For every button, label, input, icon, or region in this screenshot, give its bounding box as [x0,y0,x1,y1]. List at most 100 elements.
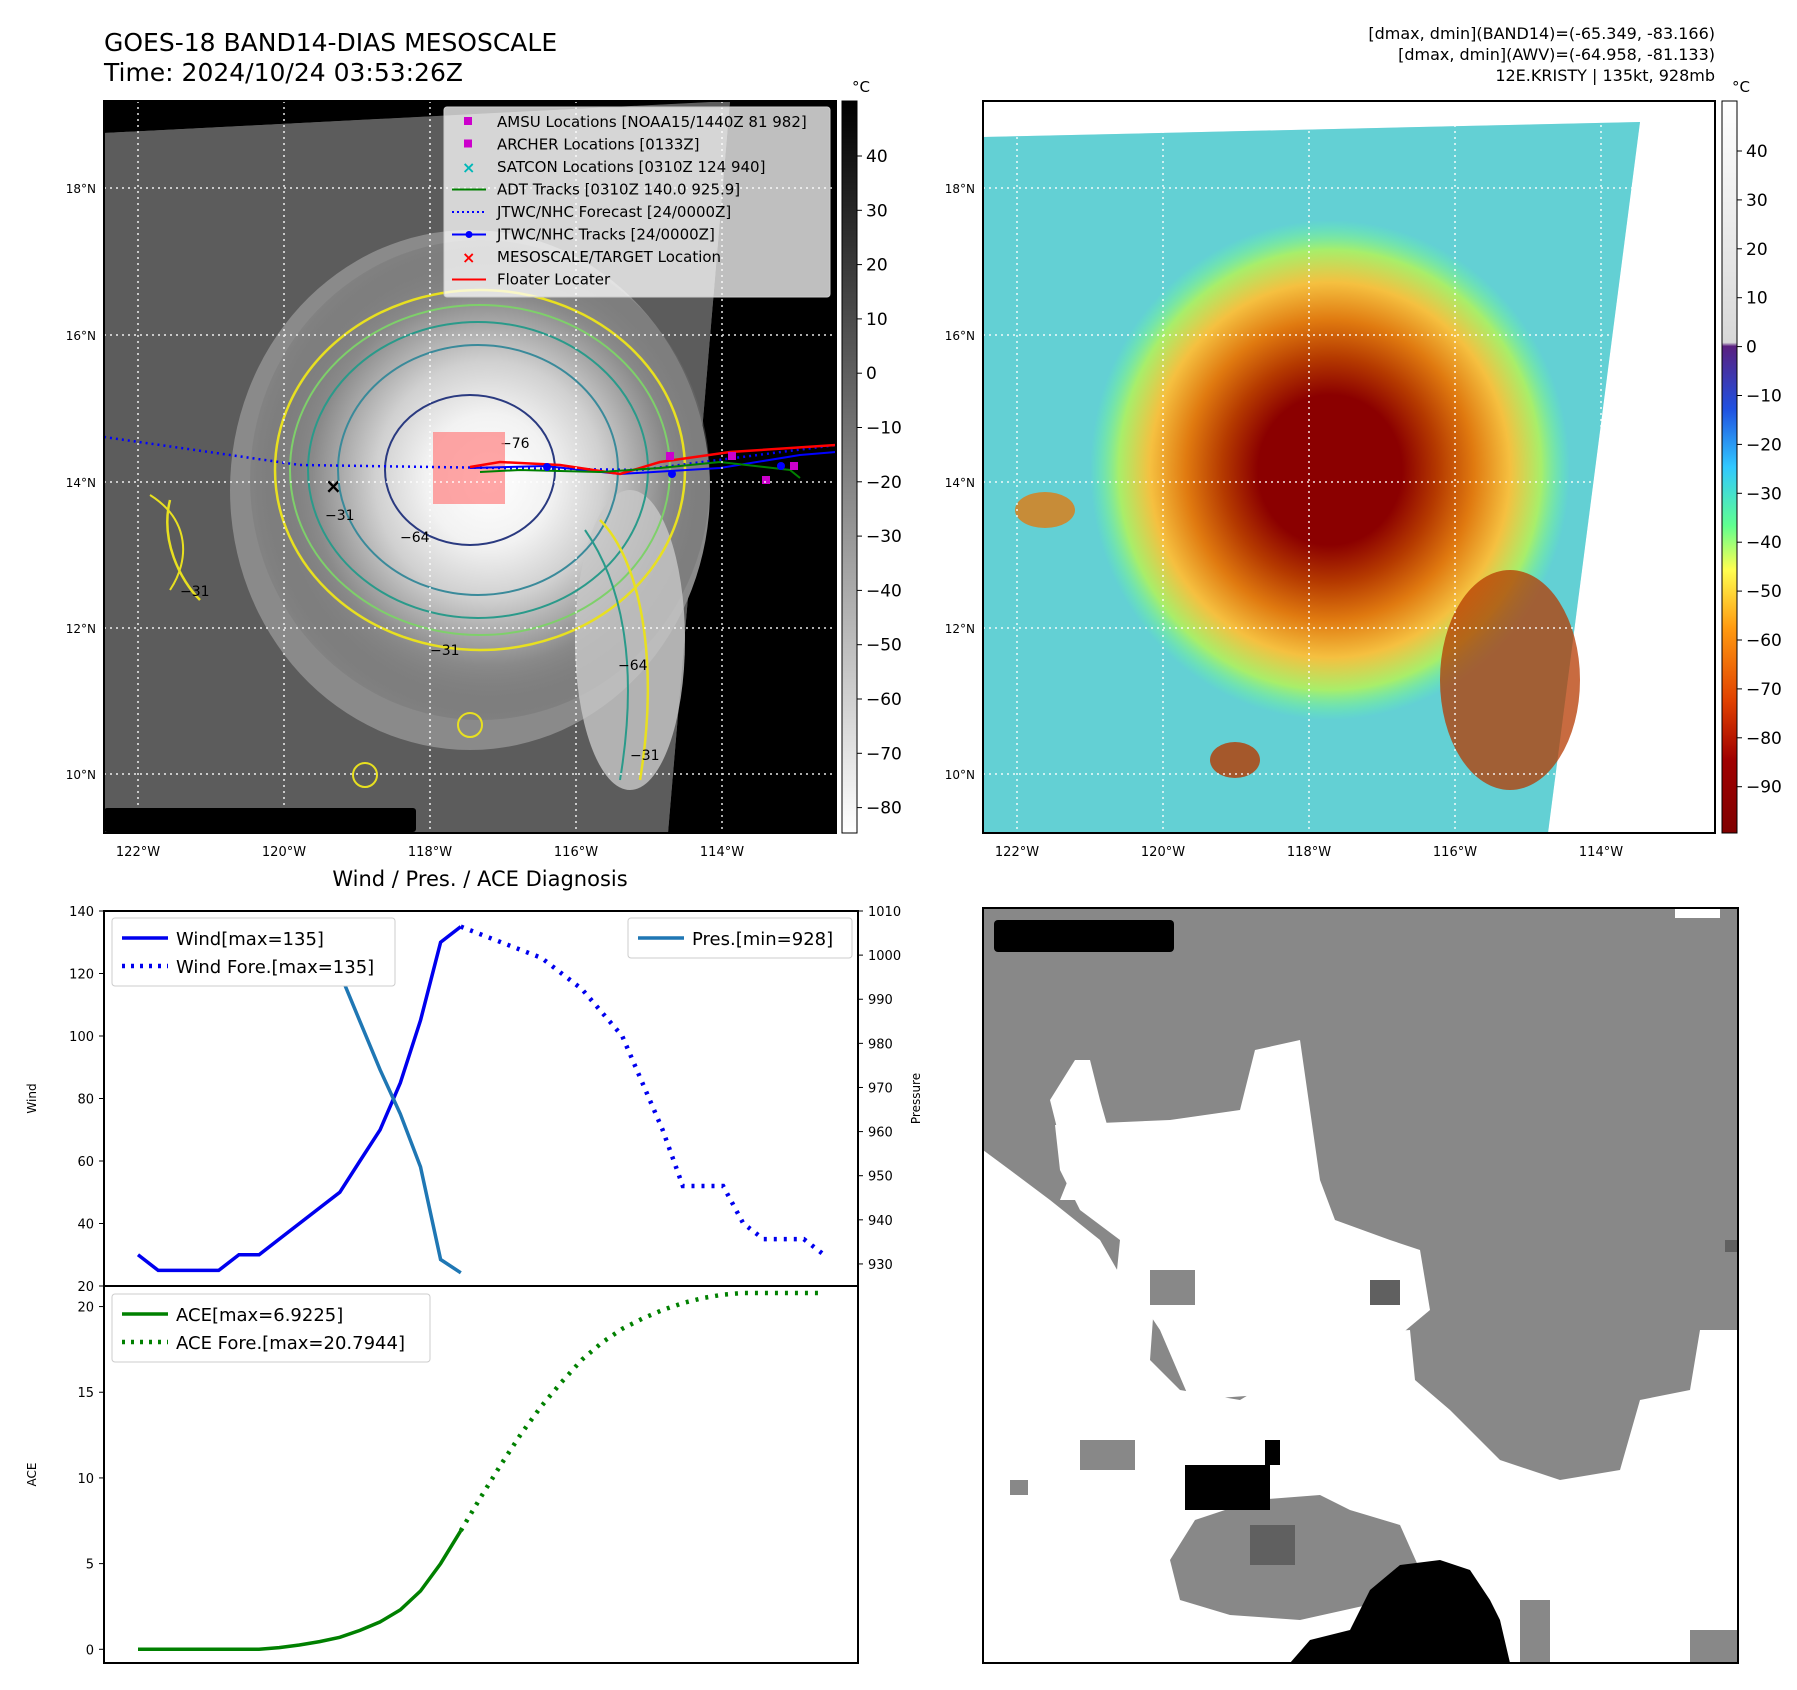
legend-item: × SATCON Locations [0310Z 124 940] [462,158,765,177]
track-point [543,463,551,471]
chart-legend-label: Pres.[min=928] [692,929,833,950]
diagnosis-title: Wind / Pres. / ACE Diagnosis [332,867,627,891]
chart-legend-label: Wind[max=135] [176,929,324,950]
colorbar-tick-label: −20 [866,473,902,493]
y-tick-label: 20 [77,1280,94,1295]
lon-tick-label: 118°W [408,845,452,860]
lat-tick-label: 14°N [945,476,975,490]
y-right-tick-label: 980 [868,1037,893,1052]
contour-label: −64 [618,658,648,674]
colorbar-tick-label: −80 [866,799,902,819]
y-axis-label: Wind [25,1083,39,1113]
wmg-count-badge [994,920,1174,952]
figure-title: GOES-18 BAND14-DIAS MESOSCALE [104,28,557,57]
chart-legend: Pres.[min=928] [627,917,853,959]
color-colorbar-unit: °C [1732,78,1750,96]
y-tick-label: 15 [77,1386,94,1401]
contour-label: −64 [400,530,430,546]
colorbar-tick-label: −20 [1746,435,1782,455]
grayscale-colorbar [841,100,858,834]
chart-legend-box [627,917,853,959]
lat-tick-label: 12°N [945,622,975,636]
lon-tick-label: 120°W [1141,845,1185,860]
legend-label: ADT Tracks [0310Z 140.0 925.9] [497,181,740,199]
contour-label: −31 [630,748,660,764]
colorbar-tick-label: −10 [1746,387,1782,407]
colorbar-tick-label: −10 [866,419,902,439]
colorbar-tick-label: 10 [866,310,888,330]
lon-tick-label: 122°W [116,845,160,860]
colorbar-tick-label: −60 [1746,631,1782,651]
legend-label: AMSU Locations [NOAA15/1440Z 81 982] [497,113,807,131]
lat-tick-label: 10°N [945,768,975,782]
series-line [138,1529,463,1652]
legend-marker: × [462,158,475,177]
legend-marker [464,139,472,148]
chart-legend-label: ACE Fore.[max=20.7944] [176,1333,405,1354]
chart-legend-label: ACE[max=6.9225] [176,1305,343,1326]
y-axis-label: ACE [25,1463,39,1487]
y-right-tick-label: 940 [868,1214,893,1229]
archer-marker [790,462,798,470]
colorbar-tick-label: −40 [866,581,902,601]
copyright-badge [104,808,416,832]
legend-marker-dot [465,231,473,238]
track-point [668,470,676,478]
lat-tick-label: 16°N [945,329,975,343]
lat-tick-label: 12°N [66,622,96,636]
lon-tick-label: 114°W [1579,845,1623,860]
y-tick-label: 140 [69,905,94,920]
legend-label: JTWC/NHC Tracks [24/0000Z] [496,226,715,244]
y-tick-label: 80 [77,1093,94,1108]
map-legend: AMSU Locations [NOAA15/1440Z 81 982] ARCH… [443,106,831,298]
amsu-marker [666,452,674,460]
colorbar-tick-label: −40 [1746,533,1782,553]
lon-tick-label: 116°W [1433,845,1477,860]
y-tick-label: 60 [77,1155,94,1170]
lon-tick-label: 114°W [700,845,744,860]
chart-legend: ACE[max=6.9225] ACE Fore.[max=20.7944] [111,1293,431,1363]
legend-item: JTWC/NHC Tracks [24/0000Z] [452,226,715,244]
colorbar-tick-label: 40 [1746,142,1768,162]
y-tick-label: 20 [77,1301,94,1316]
y-tick-label: 40 [77,1218,94,1233]
lon-tick-label: 122°W [995,845,1039,860]
colorbar-tick-label: 30 [866,201,888,221]
y-right-tick-label: 950 [868,1170,893,1185]
legend-label: JTWC/NHC Forecast [24/0000Z] [496,203,731,221]
gray-colorbar-unit: °C [852,78,870,96]
lat-tick-label: 16°N [66,329,96,343]
chart-legend-box [111,1293,431,1363]
colorbar-tick-label: −60 [866,690,902,710]
y-right-tick-label: 990 [868,993,893,1008]
archer-marker [762,476,770,484]
legend-marker: × [462,248,475,267]
awv-range: [dmax, dmin](AWV)=(-64.958, -81.133) [1398,45,1715,64]
storm-info: 12E.KRISTY | 135kt, 928mb [1495,66,1715,85]
band14-range: [dmax, dmin](BAND14)=(-65.349, -83.166) [1368,24,1715,43]
wmg-frame [982,907,1739,1664]
colorbar-tick-label: −90 [1746,778,1782,798]
ir-color-map [983,101,1715,833]
y-right-tick-label: 970 [868,1081,893,1096]
archer-marker [728,452,736,460]
lat-tick-label: 18°N [66,182,96,196]
target-x-marker: × [325,474,342,498]
contour-label: −31 [430,643,460,659]
lon-tick-label: 120°W [262,845,306,860]
y-right-tick-label: 1010 [868,905,901,920]
lat-tick-label: 14°N [66,476,96,490]
legend-item: Floater Locater [452,271,611,289]
contour-label: −76 [500,436,530,452]
legend-item: JTWC/NHC Forecast [24/0000Z] [452,203,731,221]
legend-label: SATCON Locations [0310Z 124 940] [497,158,765,176]
legend-item: × MESOSCALE/TARGET Location [462,248,721,267]
right-map-frame [982,100,1716,834]
y-right-axis-label: Pressure [909,1073,923,1124]
colorbar-tick-label: −50 [866,636,902,656]
y-tick-label: 120 [69,968,94,983]
lon-tick-label: 118°W [1287,845,1331,860]
y-tick-label: 5 [86,1558,94,1573]
